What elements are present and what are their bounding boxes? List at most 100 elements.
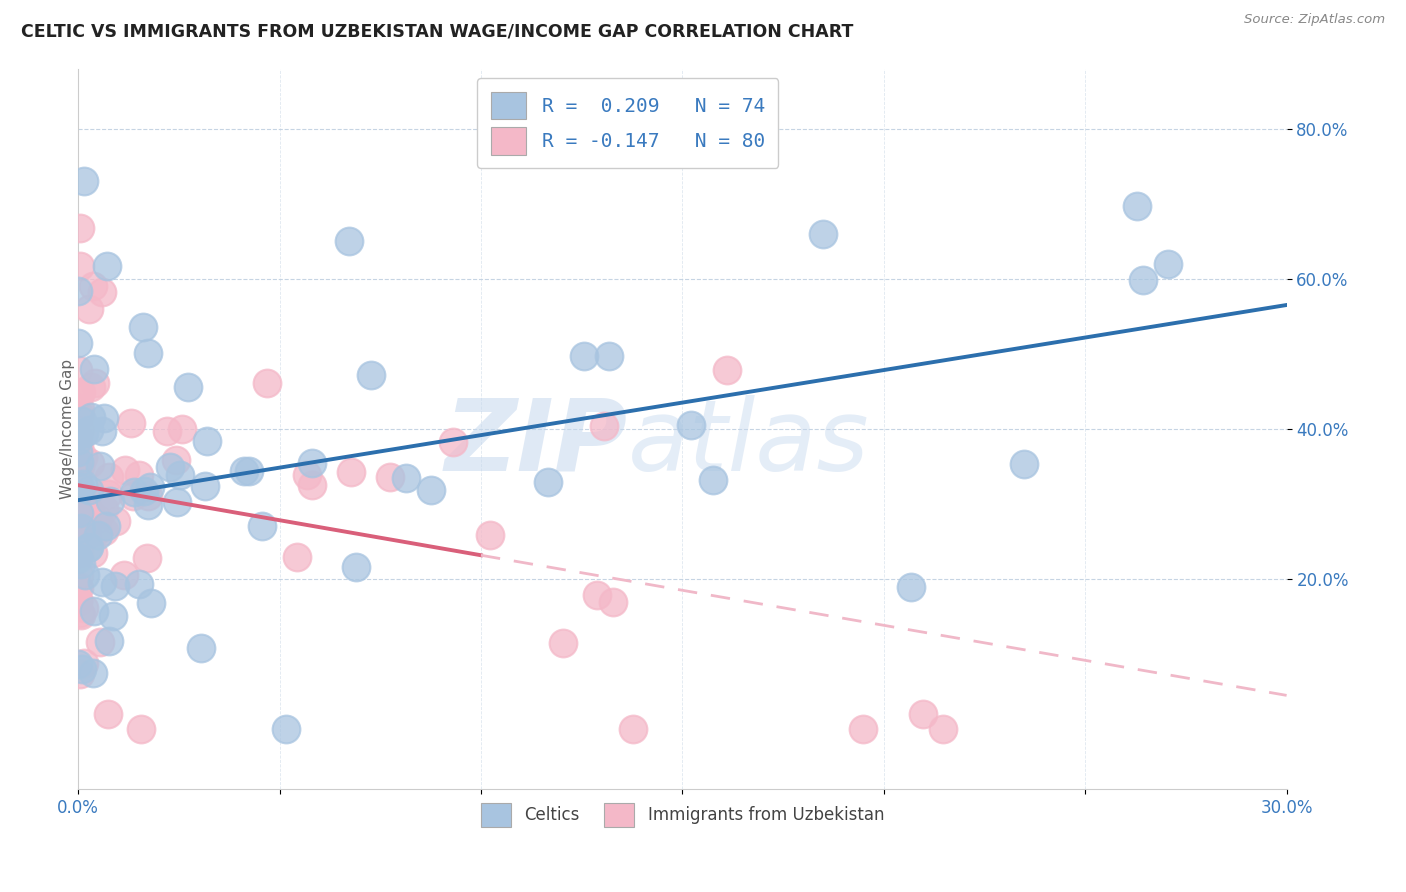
Point bbox=[67, 464, 90, 478]
Point bbox=[94, 518, 117, 533]
Point bbox=[86, 512, 108, 526]
Text: atlas: atlas bbox=[628, 395, 869, 491]
Point bbox=[76, 541, 98, 555]
Point bbox=[70, 662, 93, 676]
Point bbox=[67, 500, 90, 515]
Point bbox=[156, 424, 179, 438]
Point bbox=[129, 722, 152, 736]
Point bbox=[136, 498, 159, 512]
Point bbox=[69, 423, 91, 437]
Point bbox=[73, 425, 96, 440]
Point bbox=[69, 220, 91, 235]
Point bbox=[679, 417, 702, 432]
Point bbox=[138, 480, 160, 494]
Point bbox=[69, 606, 91, 620]
Point bbox=[586, 589, 609, 603]
Point bbox=[98, 493, 121, 508]
Point bbox=[592, 419, 614, 434]
Point bbox=[621, 722, 644, 736]
Point bbox=[83, 604, 105, 618]
Point bbox=[67, 335, 90, 350]
Point bbox=[67, 594, 90, 608]
Point bbox=[80, 508, 103, 523]
Point bbox=[96, 260, 118, 274]
Point bbox=[170, 421, 193, 435]
Point bbox=[93, 524, 115, 538]
Point bbox=[69, 518, 91, 533]
Point bbox=[87, 527, 110, 541]
Point bbox=[83, 361, 105, 376]
Point bbox=[67, 445, 90, 459]
Point bbox=[67, 533, 90, 547]
Point bbox=[441, 434, 464, 449]
Point bbox=[72, 414, 94, 428]
Point bbox=[98, 634, 121, 648]
Point bbox=[67, 434, 90, 448]
Point bbox=[90, 575, 112, 590]
Point bbox=[67, 657, 90, 671]
Point bbox=[1156, 257, 1178, 271]
Point bbox=[551, 636, 574, 650]
Point bbox=[67, 546, 90, 560]
Point bbox=[478, 528, 501, 542]
Text: ZIP: ZIP bbox=[444, 395, 628, 491]
Point bbox=[128, 468, 150, 483]
Point bbox=[702, 473, 724, 487]
Point bbox=[598, 349, 620, 363]
Point bbox=[67, 549, 90, 564]
Point bbox=[67, 582, 90, 596]
Point bbox=[93, 502, 115, 516]
Point bbox=[67, 285, 90, 299]
Point bbox=[89, 459, 111, 474]
Point bbox=[67, 500, 90, 515]
Point bbox=[91, 285, 114, 300]
Point bbox=[602, 595, 624, 609]
Point bbox=[67, 508, 90, 523]
Text: CELTIC VS IMMIGRANTS FROM UZBEKISTAN WAGE/INCOME GAP CORRELATION CHART: CELTIC VS IMMIGRANTS FROM UZBEKISTAN WAG… bbox=[21, 22, 853, 40]
Point bbox=[120, 416, 142, 430]
Point bbox=[70, 607, 93, 622]
Point bbox=[67, 579, 90, 593]
Point bbox=[77, 423, 100, 437]
Point bbox=[80, 409, 103, 424]
Point bbox=[420, 483, 443, 497]
Point bbox=[337, 234, 360, 248]
Point bbox=[232, 463, 254, 477]
Point bbox=[238, 464, 260, 478]
Legend: Celtics, Immigrants from Uzbekistan: Celtics, Immigrants from Uzbekistan bbox=[472, 795, 893, 835]
Point bbox=[128, 577, 150, 591]
Point bbox=[900, 580, 922, 594]
Point bbox=[297, 467, 319, 482]
Point bbox=[67, 439, 90, 453]
Point bbox=[301, 478, 323, 492]
Point bbox=[811, 227, 834, 242]
Point bbox=[69, 491, 91, 505]
Point bbox=[70, 384, 93, 399]
Point bbox=[87, 523, 110, 537]
Point bbox=[97, 707, 120, 722]
Point bbox=[360, 368, 382, 383]
Point bbox=[67, 455, 90, 469]
Point bbox=[104, 579, 127, 593]
Point bbox=[69, 459, 91, 474]
Point bbox=[169, 467, 191, 482]
Point bbox=[572, 349, 595, 363]
Point bbox=[105, 514, 128, 528]
Point bbox=[67, 363, 90, 377]
Point bbox=[395, 471, 418, 485]
Point bbox=[114, 463, 136, 477]
Point bbox=[82, 545, 104, 559]
Point bbox=[166, 495, 188, 509]
Point bbox=[931, 722, 953, 736]
Point bbox=[344, 559, 367, 574]
Point bbox=[852, 722, 875, 736]
Point bbox=[77, 502, 100, 516]
Point bbox=[537, 475, 560, 489]
Point bbox=[73, 600, 96, 615]
Point bbox=[177, 380, 200, 394]
Point bbox=[194, 478, 217, 492]
Point bbox=[285, 550, 308, 565]
Point bbox=[716, 363, 738, 377]
Point bbox=[67, 594, 90, 608]
Point bbox=[75, 491, 97, 505]
